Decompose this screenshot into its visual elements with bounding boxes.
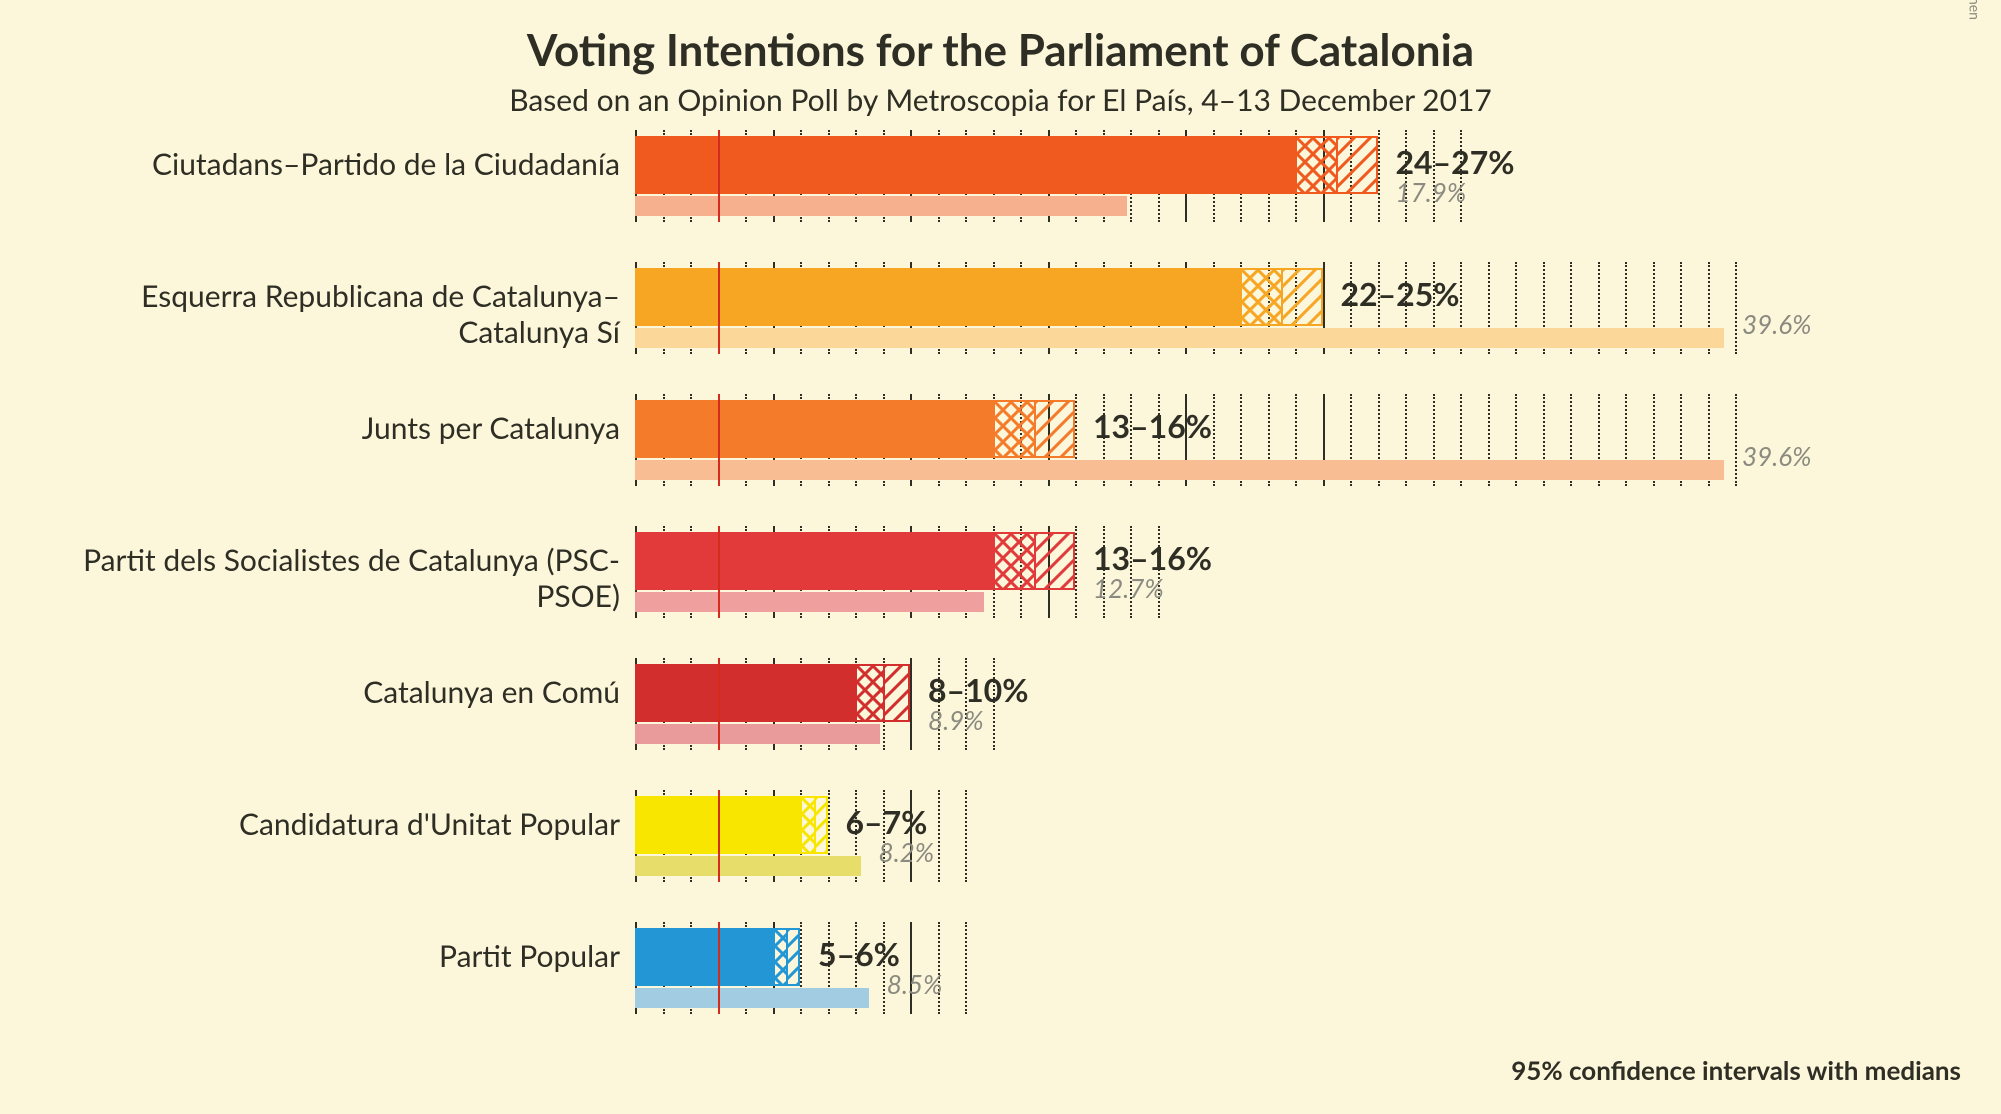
threshold-line [718, 526, 720, 618]
threshold-line [718, 790, 720, 882]
ci-lower [855, 664, 883, 722]
gridline [965, 922, 967, 1014]
ci-lower [1240, 268, 1281, 326]
ci-upper [1336, 136, 1377, 194]
ci-upper [1281, 268, 1322, 326]
party-label: Ciutadans–Partido de la Ciudadanía [20, 146, 620, 182]
previous-result-bar [635, 196, 1127, 216]
gridline [1075, 526, 1077, 618]
gridline [910, 658, 912, 750]
gridline [1735, 394, 1737, 486]
ci-upper [786, 928, 800, 986]
poll-bar [635, 136, 1295, 194]
previous-label: 12.7% [1093, 572, 1164, 604]
threshold-line [718, 394, 720, 486]
chart-area: Ciutadans–Partido de la Ciudadanía24–27%… [0, 0, 2001, 1114]
party-label: Junts per Catalunya [20, 410, 620, 446]
ci-lower [1295, 136, 1336, 194]
previous-result-bar [635, 460, 1724, 480]
poll-bar [635, 268, 1240, 326]
previous-label: 17.9% [1396, 176, 1467, 208]
previous-result-bar [635, 856, 861, 876]
previous-label: 39.6% [1742, 308, 1811, 340]
previous-result-bar [635, 328, 1724, 348]
ci-upper [1034, 400, 1075, 458]
threshold-line [718, 130, 720, 222]
copyright: © 2017 Filip van Laenen [1966, 0, 1983, 20]
party-label: Partit Popular [20, 938, 620, 974]
ci-lower [993, 532, 1034, 590]
poll-bar [635, 532, 993, 590]
ci-lower [800, 796, 814, 854]
gridline [938, 790, 940, 882]
ci-lower [773, 928, 787, 986]
previous-label: 39.6% [1742, 440, 1811, 472]
poll-bar [635, 400, 993, 458]
previous-result-bar [635, 592, 984, 612]
party-label: Catalunya en Comú [20, 674, 620, 710]
poll-bar [635, 664, 855, 722]
range-label: 22–25% [1341, 274, 1460, 313]
party-label: Esquerra Republicana de Catalunya–Catalu… [20, 278, 620, 350]
threshold-line [718, 262, 720, 354]
footer-note: 95% confidence intervals with medians [1511, 1054, 1961, 1086]
ci-upper [883, 664, 911, 722]
gridline [1378, 130, 1380, 222]
previous-result-bar [635, 988, 869, 1008]
ci-lower [993, 400, 1034, 458]
range-label: 13–16% [1093, 406, 1212, 445]
party-label: Candidatura d'Unitat Popular [20, 806, 620, 842]
threshold-line [718, 658, 720, 750]
previous-result-bar [635, 724, 880, 744]
threshold-line [718, 922, 720, 1014]
ci-upper [814, 796, 828, 854]
previous-label: 8.5% [887, 968, 943, 1000]
party-label: Partit dels Socialistes de Catalunya (PS… [20, 542, 620, 614]
gridline [965, 790, 967, 882]
poll-bar [635, 928, 773, 986]
ci-upper [1034, 532, 1075, 590]
previous-label: 8.9% [928, 704, 984, 736]
gridline [1735, 262, 1737, 354]
previous-label: 8.2% [879, 836, 935, 868]
